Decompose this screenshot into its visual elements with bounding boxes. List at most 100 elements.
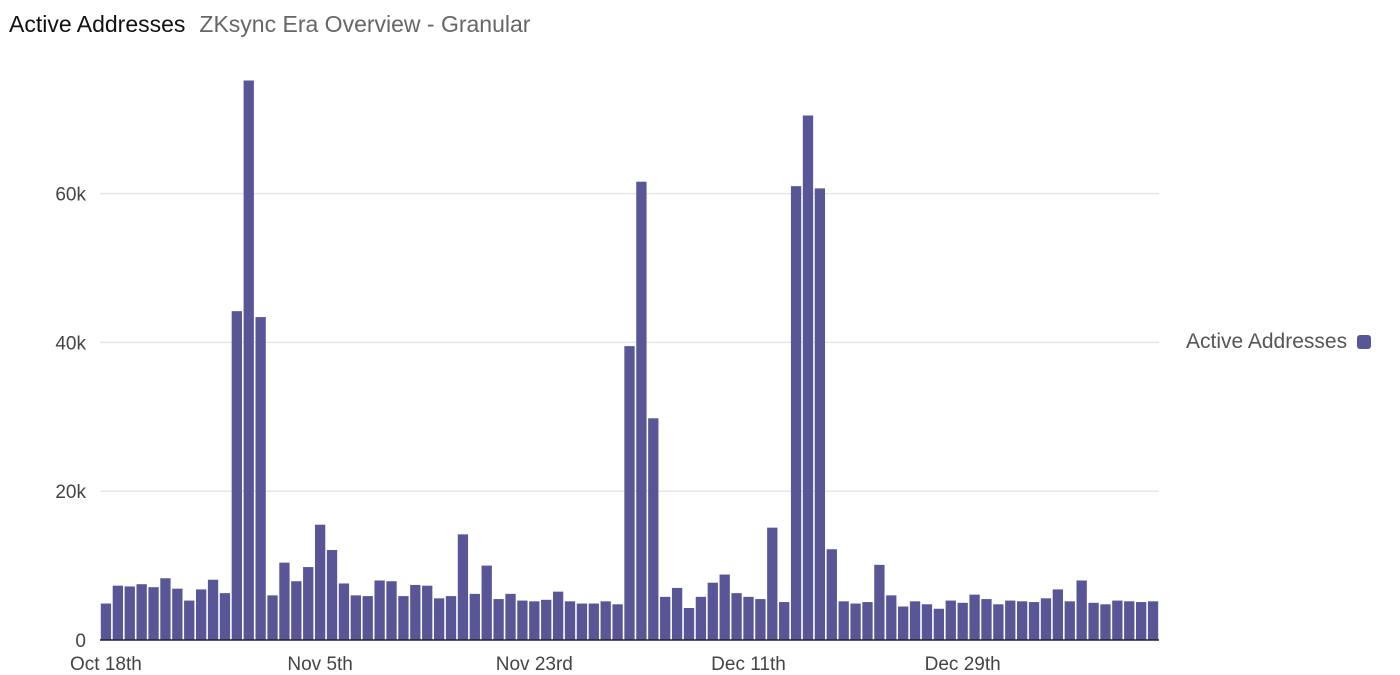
bar[interactable] xyxy=(243,80,254,640)
bar[interactable] xyxy=(541,599,552,640)
bar[interactable] xyxy=(219,593,231,640)
bar[interactable] xyxy=(160,578,171,640)
bar[interactable] xyxy=(1052,589,1064,640)
bar[interactable] xyxy=(136,584,147,640)
bar[interactable] xyxy=(148,587,159,640)
bar[interactable] xyxy=(481,565,492,640)
x-tick-label: Nov 5th xyxy=(287,654,352,675)
bar[interactable] xyxy=(207,579,219,640)
bar[interactable] xyxy=(469,593,480,640)
bar[interactable] xyxy=(1064,601,1075,640)
bar[interactable] xyxy=(374,580,385,640)
bar[interactable] xyxy=(255,317,266,640)
bar[interactable] xyxy=(767,527,778,640)
bar[interactable] xyxy=(612,604,623,640)
bar[interactable] xyxy=(1136,602,1147,640)
bar[interactable] xyxy=(779,602,790,640)
bar[interactable] xyxy=(648,418,659,640)
bar[interactable] xyxy=(517,600,528,640)
bar[interactable] xyxy=(957,602,968,640)
bar[interactable] xyxy=(433,598,445,640)
bar[interactable] xyxy=(743,596,754,640)
bar[interactable] xyxy=(969,594,980,640)
y-tick-label: 40k xyxy=(55,333,86,354)
bar[interactable] xyxy=(1040,598,1052,640)
bar[interactable] xyxy=(707,582,718,640)
x-tick-label: Dec 11th xyxy=(711,654,786,675)
bar[interactable] xyxy=(326,549,338,640)
bar[interactable] xyxy=(314,524,326,640)
bar[interactable] xyxy=(552,591,564,640)
bar[interactable] xyxy=(112,585,123,640)
bar[interactable] xyxy=(1124,601,1135,640)
bar[interactable] xyxy=(564,601,576,640)
x-tick-label: Oct 18th xyxy=(70,654,142,675)
bar[interactable] xyxy=(600,601,611,640)
bar[interactable] xyxy=(124,586,135,640)
bar[interactable] xyxy=(993,604,1004,640)
bar[interactable] xyxy=(624,346,635,640)
bar[interactable] xyxy=(529,601,540,640)
bar[interactable] xyxy=(695,596,707,640)
bar[interactable] xyxy=(671,587,683,640)
bar[interactable] xyxy=(386,581,397,640)
bar[interactable] xyxy=(814,188,826,640)
bar[interactable] xyxy=(231,311,242,640)
bar[interactable] xyxy=(660,596,671,640)
bar[interactable] xyxy=(493,599,504,640)
bar[interactable] xyxy=(898,606,909,640)
bar[interactable] xyxy=(422,585,433,640)
bar[interactable] xyxy=(410,584,421,640)
y-tick-label: 60k xyxy=(55,185,86,206)
bar[interactable] xyxy=(576,603,588,640)
y-tick-label: 20k xyxy=(55,482,86,503)
bar[interactable] xyxy=(1028,602,1040,640)
bar[interactable] xyxy=(838,601,849,640)
bar[interactable] xyxy=(588,603,599,640)
bar[interactable] xyxy=(338,583,350,640)
bar[interactable] xyxy=(1005,600,1016,640)
bar[interactable] xyxy=(862,602,873,640)
bar[interactable] xyxy=(1088,602,1099,640)
bar[interactable] xyxy=(303,567,314,640)
chart-legend[interactable]: Active Addresses xyxy=(1186,330,1372,354)
bar[interactable] xyxy=(933,608,945,640)
bar[interactable] xyxy=(1100,604,1111,640)
bar[interactable] xyxy=(850,603,861,640)
bar[interactable] xyxy=(636,181,647,640)
bar[interactable] xyxy=(826,549,837,640)
bar[interactable] xyxy=(719,574,730,640)
bar[interactable] xyxy=(1147,601,1159,640)
bar[interactable] xyxy=(172,588,183,640)
bar[interactable] xyxy=(184,600,195,640)
bar[interactable] xyxy=(886,595,897,640)
bar[interactable] xyxy=(267,595,278,640)
bar[interactable] xyxy=(279,562,290,640)
bar[interactable] xyxy=(362,596,373,640)
bar[interactable] xyxy=(100,603,112,640)
bar[interactable] xyxy=(398,596,409,640)
bar[interactable] xyxy=(1112,600,1123,640)
bar[interactable] xyxy=(195,589,207,640)
bar[interactable] xyxy=(755,599,766,640)
bar[interactable] xyxy=(802,115,814,641)
bar[interactable] xyxy=(909,601,921,640)
bar[interactable] xyxy=(1017,601,1028,640)
bar[interactable] xyxy=(445,596,457,640)
bar[interactable] xyxy=(874,564,885,640)
x-tick-label: Nov 23rd xyxy=(496,654,573,675)
bar[interactable] xyxy=(457,534,469,640)
bar[interactable] xyxy=(981,599,992,640)
bar[interactable] xyxy=(505,593,516,640)
bar[interactable] xyxy=(683,608,695,640)
legend-label: Active Addresses xyxy=(1186,330,1348,353)
x-tick-label: Dec 29th xyxy=(925,654,1001,675)
bar[interactable] xyxy=(790,186,802,640)
bar[interactable] xyxy=(350,595,361,640)
bar[interactable] xyxy=(731,593,742,640)
bar[interactable] xyxy=(921,604,933,640)
bar[interactable] xyxy=(291,581,302,640)
bar[interactable] xyxy=(1076,580,1087,640)
bar[interactable] xyxy=(945,600,956,640)
